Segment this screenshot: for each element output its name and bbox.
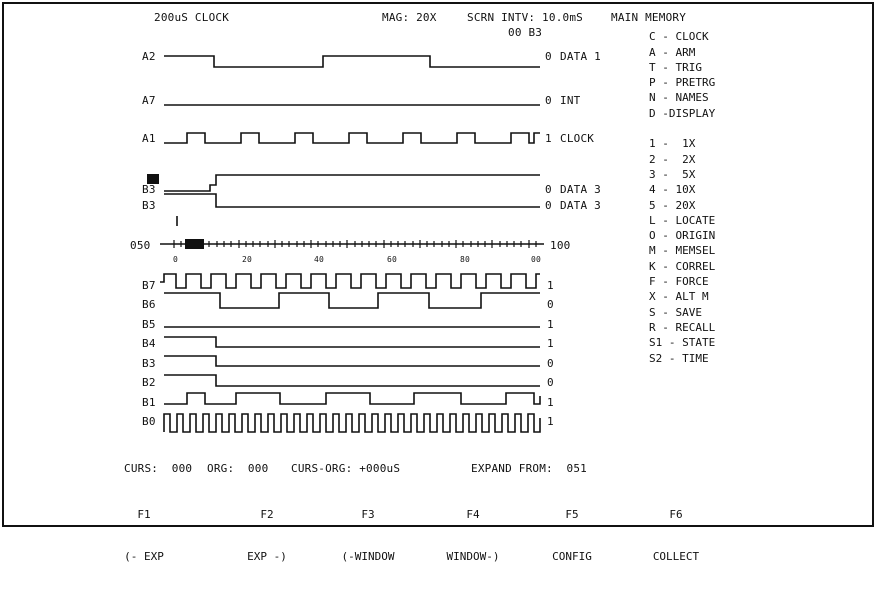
cursor-marker (147, 174, 159, 184)
channel-name: DATA 1 (560, 50, 601, 63)
channel-value: 1 (547, 279, 554, 292)
memory-title: MAIN MEMORY (611, 11, 687, 24)
channel-value: 1 (547, 396, 554, 409)
function-key-id: F3 (361, 508, 375, 521)
ruler-left-label: 050 (130, 239, 151, 252)
menu-item[interactable]: A - ARM (649, 45, 696, 59)
channel-value: 1 (545, 132, 552, 145)
waveform-display (147, 55, 544, 433)
menu-item[interactable]: X - ALT M (649, 290, 709, 304)
menu-item[interactable]: K - CORREL (649, 259, 716, 273)
ruler-tick-label: 40 (314, 255, 325, 264)
waveform-b6 (164, 292, 540, 309)
menu-item[interactable]: 4 - 10X (649, 183, 696, 197)
function-key-label: (- EXP (124, 550, 164, 563)
menu-item[interactable]: S - SAVE (649, 305, 702, 319)
channel-value: 1 (547, 318, 554, 331)
ruler-tick-label: 60 (387, 255, 398, 264)
function-key-id: F6 (669, 508, 683, 521)
channel-value: 0 (545, 50, 552, 63)
menu-item[interactable]: O - ORIGIN (649, 229, 716, 243)
channel-name: DATA 3 (560, 199, 601, 212)
channel-value: 1 (547, 415, 554, 428)
function-key-label: COLLECT (652, 550, 700, 563)
menu-item[interactable]: M - MEMSEL (649, 244, 716, 258)
menu-item[interactable]: P - PRETRG (649, 76, 716, 90)
menu-item[interactable]: D -DISPLAY (649, 106, 716, 120)
channel-value: 0 (547, 376, 554, 389)
function-key-label: WINDOW-) (446, 550, 500, 563)
cursor-origin-delta: CURS-ORG: +000uS (291, 462, 401, 475)
waveform-b1 (164, 392, 541, 405)
function-key-id: F4 (466, 508, 480, 521)
menu-item[interactable]: S1 - STATE (649, 336, 716, 350)
channel-label: B6 (142, 298, 156, 311)
menu-item[interactable]: T - TRIG (649, 60, 702, 74)
screen-interval: SCRN INTV: 10.0mS (467, 11, 583, 24)
channel-name: CLOCK (560, 132, 595, 145)
channel-label: B3 (142, 199, 156, 212)
menu-item[interactable]: 2 - 2X (649, 152, 696, 166)
channel-label: B1 (142, 396, 156, 409)
waveform-b7 (160, 273, 540, 289)
function-key-id: F2 (260, 508, 274, 521)
waveform-b0 (163, 413, 541, 433)
menu-item[interactable]: 1 - 1X (649, 137, 696, 151)
channel-label: B3 (142, 357, 156, 370)
menu-item[interactable]: F - FORCE (649, 275, 709, 289)
waveform-data3-b (164, 193, 540, 208)
clock-setting: 200uS CLOCK (154, 11, 230, 24)
menu-item[interactable]: R - RECALL (649, 320, 716, 334)
function-key-label: EXP -) (247, 550, 287, 563)
ruler-tick-label: 0 (173, 255, 179, 264)
waveform-b2 (164, 374, 540, 387)
waveform-a2 (164, 55, 540, 68)
origin-position: ORG: 000 (207, 462, 269, 475)
waveform-a1 (164, 132, 540, 144)
channel-value: 0 (545, 183, 552, 196)
function-key-label: CONFIG (552, 550, 592, 563)
channel-value: 0 (545, 199, 552, 212)
channel-value: 0 (545, 94, 552, 107)
channel-label: B5 (142, 318, 156, 331)
magnification: MAG: 20X (382, 11, 437, 24)
menu-item[interactable]: 5 - 20X (649, 198, 696, 212)
expand-from: EXPAND FROM: 051 (471, 462, 587, 475)
ruler-window (185, 239, 204, 249)
channel-name: INT (560, 94, 581, 107)
waveform-b4 (164, 336, 540, 348)
waveform-data3-a (164, 174, 540, 192)
command-menu: C - CLOCK A - ARM T - TRIG P - PRETRG N … (649, 14, 715, 366)
ruler-right-label: 100 (550, 239, 571, 252)
column-header: 00 B3 (508, 26, 543, 39)
channel-value: 0 (547, 298, 554, 311)
channel-label: B7 (142, 279, 156, 292)
channel-label: B2 (142, 376, 156, 389)
channel-value: 1 (547, 337, 554, 350)
waveform-b3 (164, 355, 540, 367)
channel-name: DATA 3 (560, 183, 601, 196)
cursor-position: CURS: 000 (124, 462, 193, 475)
channel-label: A2 (142, 50, 156, 63)
function-key-id: F1 (137, 508, 151, 521)
ruler-tick-label: 20 (242, 255, 253, 264)
menu-item[interactable]: S2 - TIME (649, 351, 709, 365)
channel-value: 0 (547, 357, 554, 370)
ruler-ticks (173, 240, 537, 248)
channel-label: B4 (142, 337, 156, 350)
menu-item[interactable]: 3 - 5X (649, 167, 696, 181)
function-key-id: F5 (565, 508, 579, 521)
function-key-label: (-WINDOW (341, 550, 395, 563)
channel-label: B0 (142, 415, 156, 428)
channel-label: A1 (142, 132, 156, 145)
logic-analyzer-screen: 200uS CLOCK MAG: 20X SCRN INTV: 10.0mS M… (2, 2, 874, 563)
channel-label: A7 (142, 94, 156, 107)
ruler-tick-label: 80 (460, 255, 471, 264)
menu-item[interactable]: N - NAMES (649, 91, 709, 105)
menu-item[interactable]: C - CLOCK (649, 30, 709, 44)
ruler-tick-label: 00 (531, 255, 542, 264)
channel-label: B3 (142, 183, 156, 196)
menu-item[interactable]: L - LOCATE (649, 213, 716, 227)
